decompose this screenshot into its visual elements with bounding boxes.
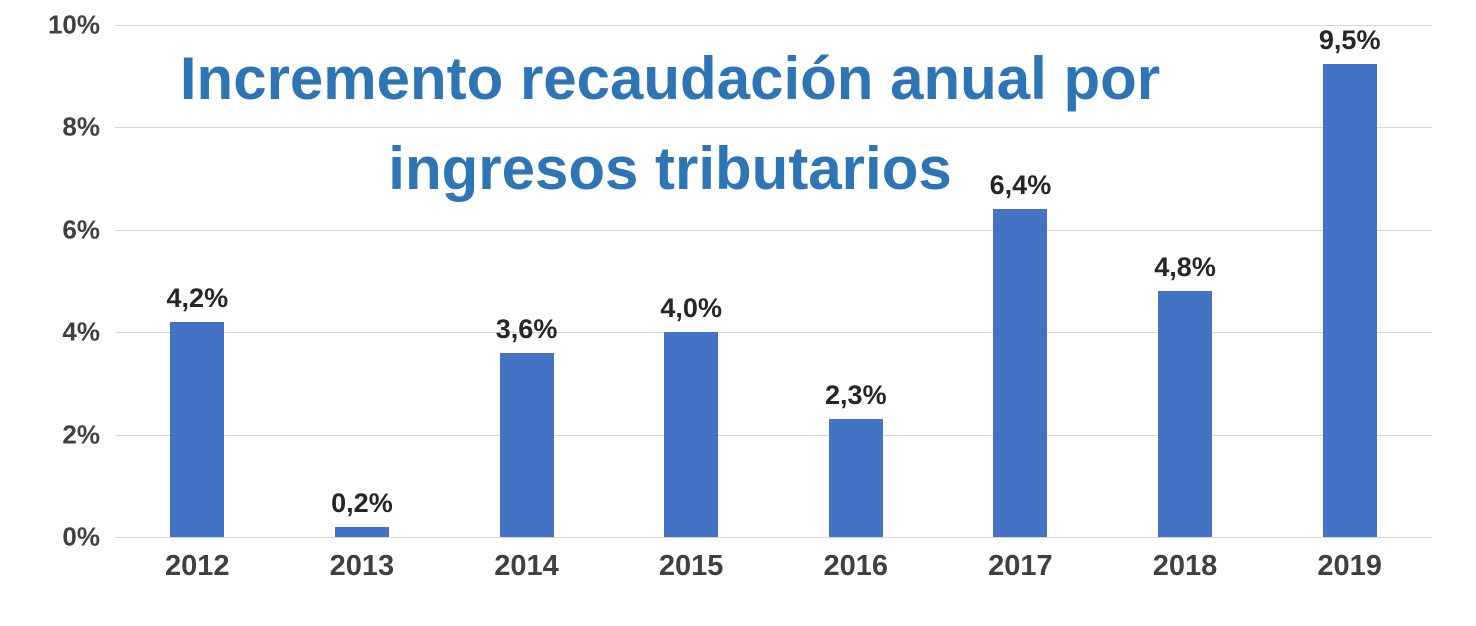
gridline (115, 229, 1432, 231)
bar-group-2012: 4,2% (115, 25, 280, 537)
gridline (115, 127, 1432, 129)
bar-2012 (170, 321, 225, 537)
gridline (115, 537, 1432, 538)
gridline (115, 332, 1432, 334)
bar-group-2014: 3,6% (444, 25, 609, 537)
bar-2016 (828, 419, 883, 537)
bars-row: 4,2% 0,2% 3,6% 4,0% 2,3% 6,4% 4,8% 9,5% (115, 25, 1432, 537)
bar-group-2018: 4,8% (1103, 25, 1268, 537)
bar-group-2017: 6,4% (938, 25, 1103, 537)
bar-value-label: 6,4% (989, 170, 1052, 201)
bar-2017 (993, 209, 1048, 537)
y-tick-label: 10% (47, 9, 100, 40)
bar-value-label: 4,8% (1154, 252, 1216, 283)
x-tick-label-2017: 2017 (988, 550, 1053, 582)
gridline (115, 25, 1432, 26)
bar-group-2016: 2,3% (774, 25, 939, 537)
y-tick-label: 0% (62, 521, 100, 552)
bar-group-2013: 0,2% (280, 25, 445, 537)
y-tick-label: 6% (62, 214, 100, 245)
bar-value-label: 3,6% (495, 313, 558, 344)
bar-value-label: 2,3% (825, 380, 887, 411)
bar-value-label: 9,5% (1318, 25, 1381, 55)
x-tick-label-2012: 2012 (165, 550, 230, 582)
bar-group-2019: 9,5% (1267, 25, 1432, 537)
plot-area: 4,2% 0,2% 3,6% 4,0% 2,3% 6,4% 4,8% 9,5% (115, 25, 1432, 538)
bar-value-label: 0,2% (331, 487, 393, 518)
y-tick-label: 2% (62, 419, 100, 450)
bar-2019 (1322, 64, 1377, 537)
x-tick-label-2013: 2013 (329, 550, 395, 582)
bar-value-label: 4,0% (660, 293, 722, 324)
bar-value-label: 4,2% (166, 282, 229, 313)
bar-2013 (334, 526, 389, 537)
x-tick-label-2016: 2016 (823, 550, 889, 582)
y-tick-label: 4% (62, 316, 100, 347)
bar-2018 (1158, 291, 1213, 537)
x-tick-label-2018: 2018 (1152, 550, 1218, 582)
bar-2014 (499, 352, 554, 537)
y-tick-label: 8% (62, 111, 100, 142)
x-tick-label-2015: 2015 (658, 550, 724, 582)
x-tick-label-2014: 2014 (494, 550, 559, 582)
bar-group-2015: 4,0% (609, 25, 774, 537)
y-axis: 0% 2% 4% 6% 8% 10% (0, 10, 100, 552)
x-axis: 2012 2013 2014 2015 2016 2017 2018 2019 (115, 550, 1432, 583)
gridline (115, 434, 1432, 436)
bar-2015 (664, 332, 719, 537)
x-tick-label-2019: 2019 (1317, 550, 1382, 582)
